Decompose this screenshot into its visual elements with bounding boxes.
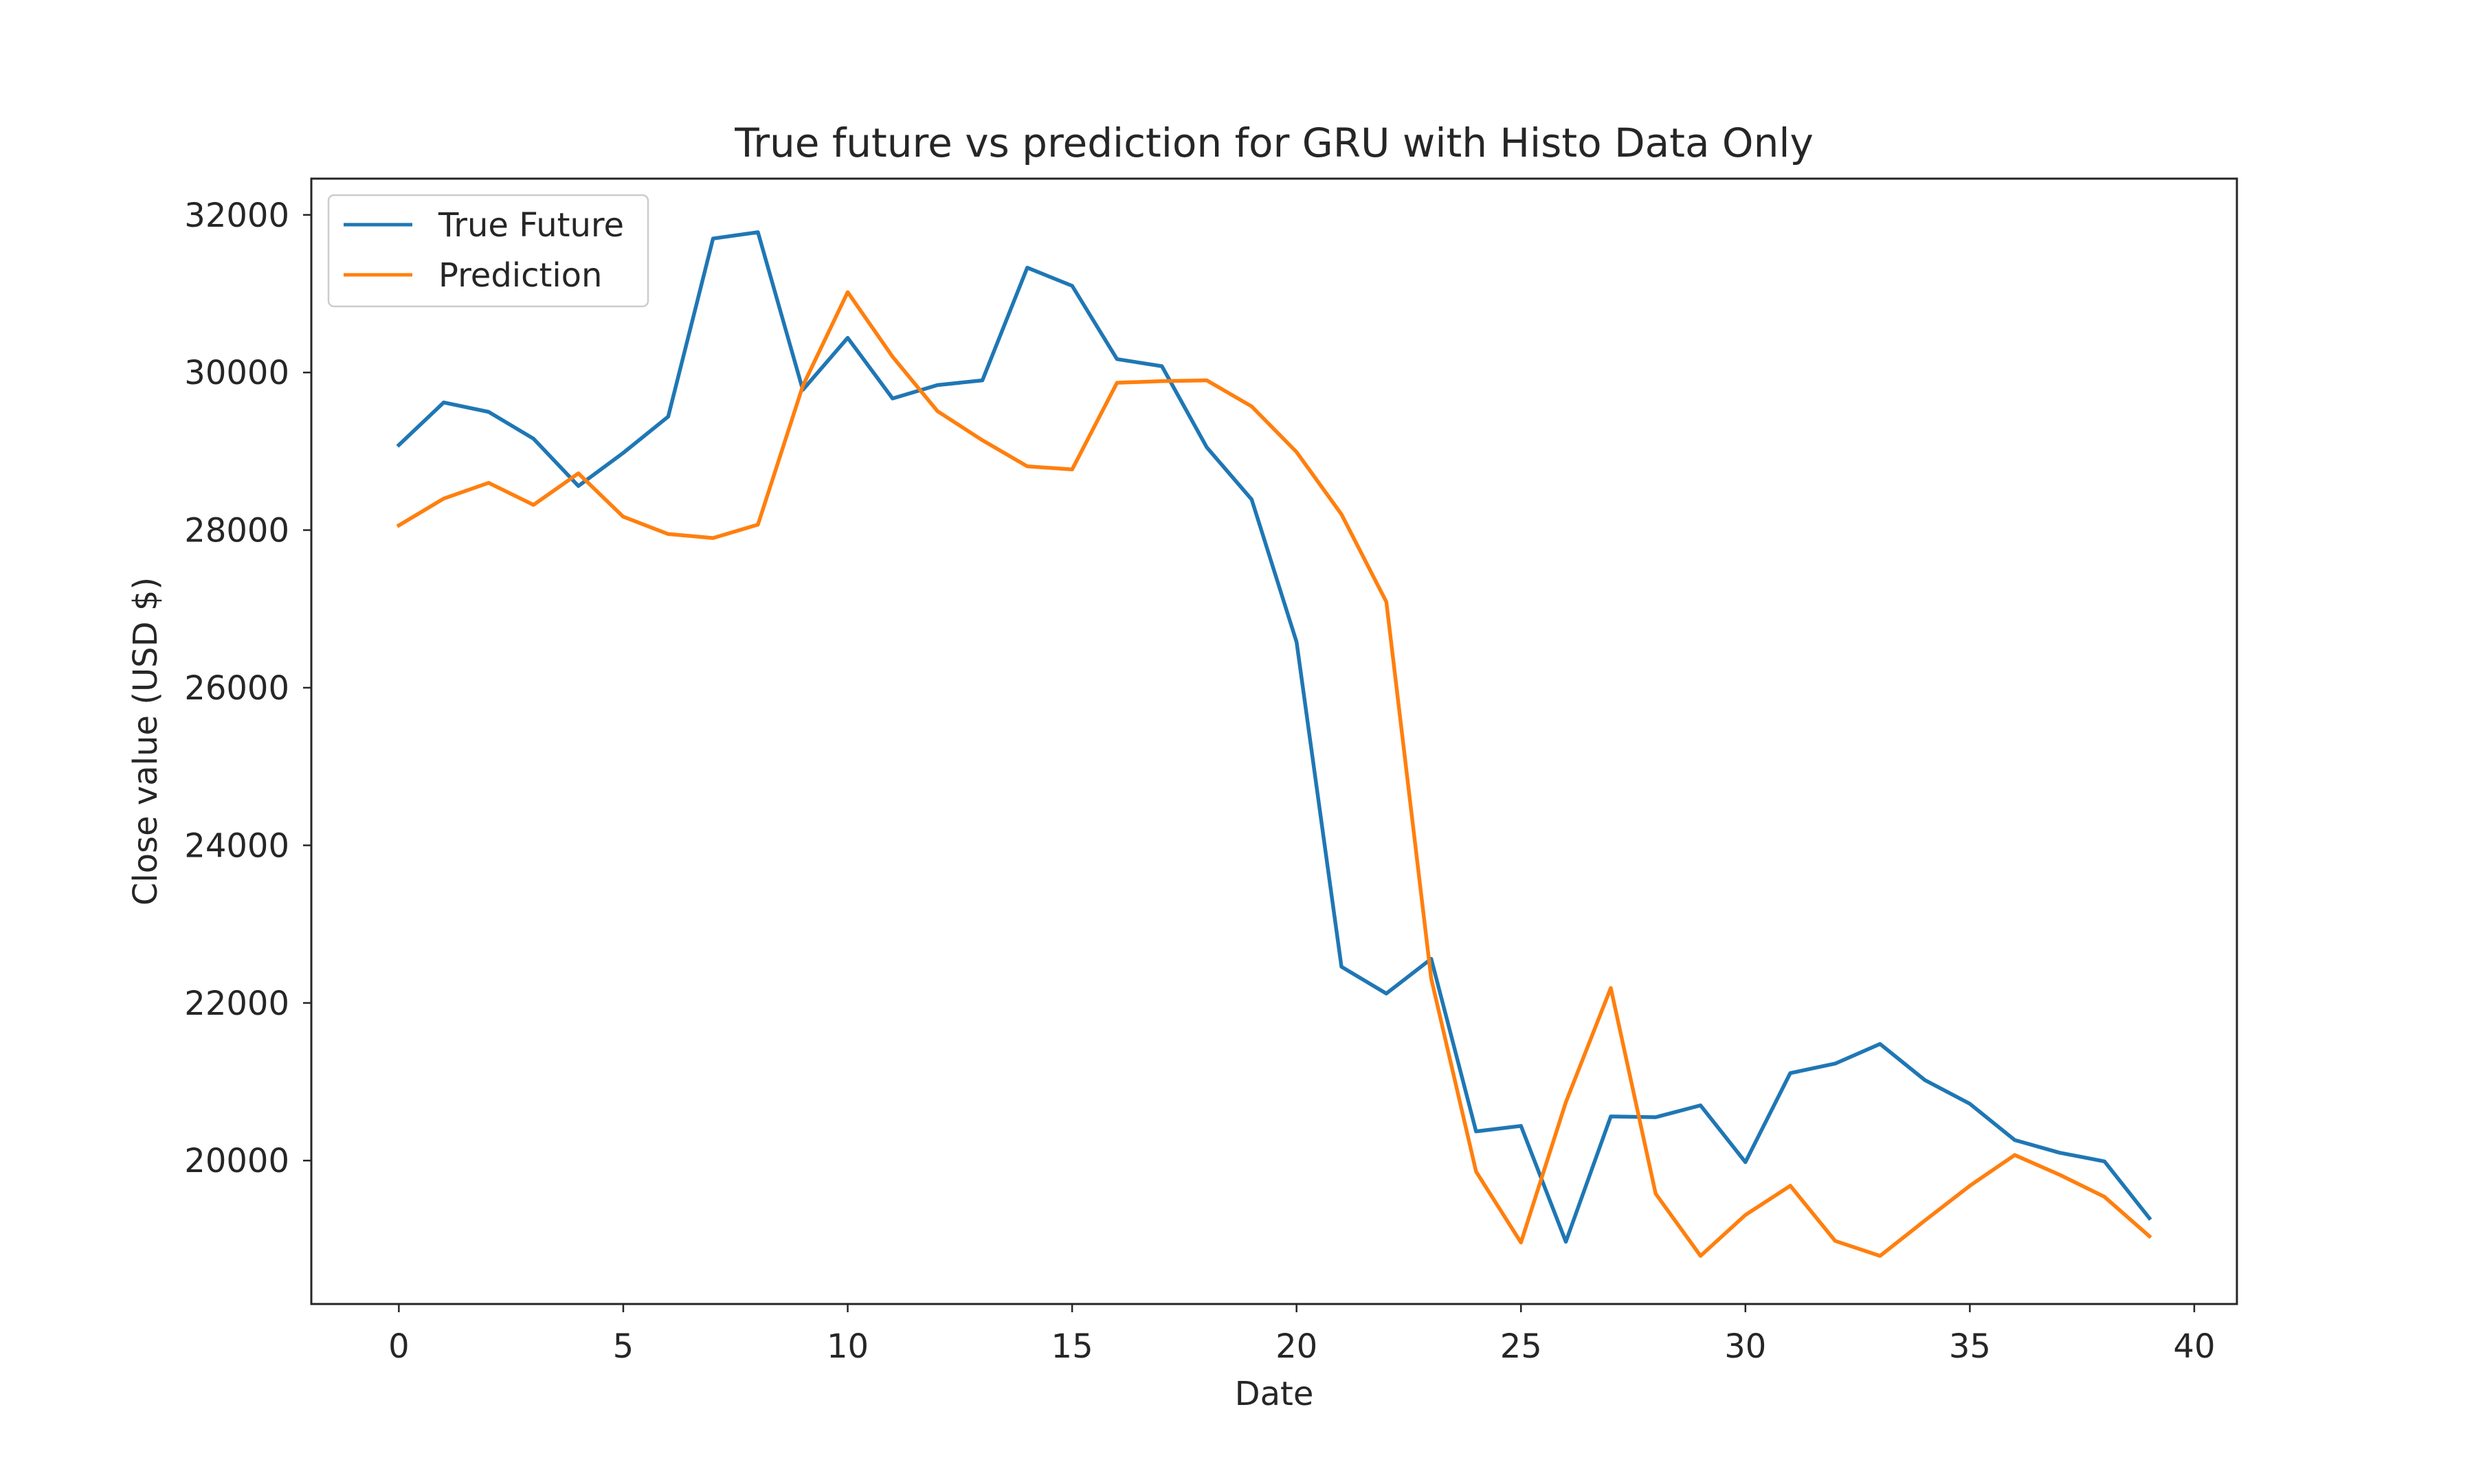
y-tick-label: 22000 <box>184 985 289 1023</box>
y-tick-label: 24000 <box>184 827 289 865</box>
x-tick-label: 5 <box>613 1327 634 1366</box>
y-tick-label: 26000 <box>184 669 289 708</box>
x-tick-label: 20 <box>1275 1327 1317 1366</box>
x-tick-label: 25 <box>1500 1327 1542 1366</box>
x-tick-label: 35 <box>1949 1327 1991 1366</box>
x-tick-label: 10 <box>827 1327 869 1366</box>
x-axis-title: Date <box>1235 1375 1314 1413</box>
plot-area-frame <box>310 177 2238 1305</box>
series-line-true-future <box>396 230 2152 1244</box>
x-tick-label: 40 <box>2173 1327 2215 1366</box>
y-tick-label: 32000 <box>184 196 289 235</box>
y-tick-label: 28000 <box>184 512 289 550</box>
legend-label-true-future: True Future <box>438 206 624 245</box>
y-axis-ticks: 20000 22000 24000 26000 28000 30000 32000 <box>184 196 311 1180</box>
series-line-prediction <box>396 290 2152 1258</box>
x-tick-label: 15 <box>1051 1327 1093 1366</box>
y-tick-label: 20000 <box>184 1142 289 1180</box>
chart-title: True future vs prediction for GRU with H… <box>734 120 1814 166</box>
series-layer <box>396 230 2152 1258</box>
x-tick-label: 0 <box>388 1327 410 1366</box>
legend-label-prediction: Prediction <box>438 256 602 295</box>
y-axis-title: Close value (USD $) <box>126 577 165 906</box>
y-tick-label: 30000 <box>184 354 289 392</box>
legend: True Future Prediction <box>327 194 649 308</box>
x-tick-label: 30 <box>1724 1327 1766 1366</box>
x-axis-ticks: 0 5 10 15 20 25 30 35 40 <box>388 1304 2215 1366</box>
